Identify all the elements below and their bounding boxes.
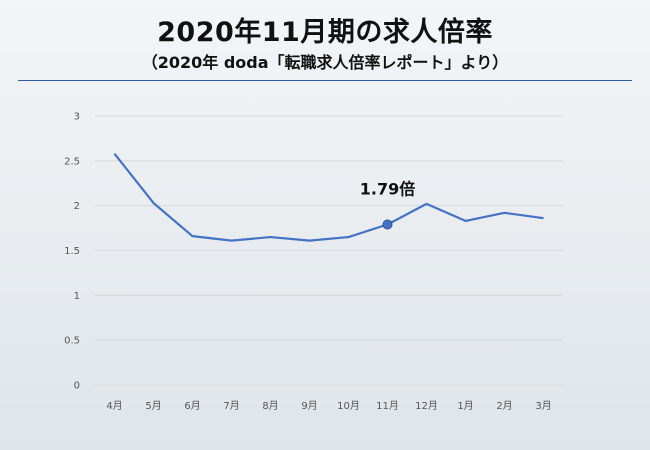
x-tick-label: 10月 bbox=[337, 400, 360, 412]
y-tick-label: 2.5 bbox=[64, 156, 80, 167]
x-tick-label: 1月 bbox=[457, 400, 473, 412]
series-line bbox=[113, 152, 544, 242]
header-divider bbox=[18, 80, 632, 81]
y-tick-label: 1.5 bbox=[64, 246, 80, 257]
chart-subtitle: （2020年 doda「転職求人倍率レポート」より） bbox=[141, 53, 509, 72]
y-tick-label: 1 bbox=[74, 291, 80, 302]
annotation-label: 1.79倍 bbox=[360, 179, 415, 198]
x-tick-label: 8月 bbox=[262, 400, 278, 412]
x-tick-label: 12月 bbox=[415, 400, 438, 412]
x-tick-label: 6月 bbox=[184, 400, 200, 412]
y-tick-label: 2 bbox=[74, 201, 80, 212]
y-tick-label: 3 bbox=[74, 112, 80, 123]
x-tick-label: 11月 bbox=[376, 400, 399, 412]
x-tick-label: 4月 bbox=[106, 400, 122, 412]
x-tick-label: 3月 bbox=[535, 400, 551, 412]
x-tick-label: 2月 bbox=[496, 400, 512, 412]
x-tick-label: 7月 bbox=[223, 400, 239, 412]
chart-title: 2020年11月期の求人倍率 bbox=[157, 17, 493, 48]
highlight-point bbox=[382, 219, 393, 230]
y-tick-label: 0 bbox=[74, 381, 80, 392]
y-tick-label: 0.5 bbox=[64, 336, 80, 347]
x-tick-label: 9月 bbox=[301, 400, 317, 412]
x-tick-label: 5月 bbox=[145, 400, 161, 412]
